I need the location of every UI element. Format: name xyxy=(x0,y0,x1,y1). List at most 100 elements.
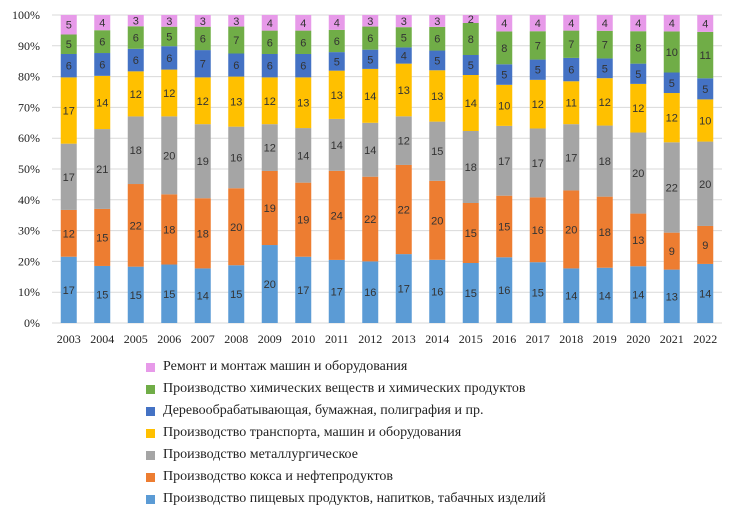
x-tick-label: 2007 xyxy=(191,332,215,346)
segment-value-label: 5 xyxy=(66,20,72,32)
y-tick-label: 40% xyxy=(18,193,40,207)
segment-value-label: 5 xyxy=(166,31,172,43)
segment-value-label: 11 xyxy=(566,98,577,110)
bar-segment xyxy=(194,15,211,27)
segment-value-label: 4 xyxy=(501,18,507,30)
y-tick-label: 70% xyxy=(18,100,40,114)
segment-value-label: 12 xyxy=(632,103,644,115)
segment-value-label: 14 xyxy=(364,91,376,103)
segment-value-label: 15 xyxy=(498,221,510,233)
bar-segment xyxy=(161,69,178,117)
bar-segment xyxy=(261,245,278,323)
bar-segment xyxy=(94,208,111,266)
legend-label: Ремонт и монтаж машин и оборудования xyxy=(163,359,408,374)
bar-segment xyxy=(496,64,513,85)
bar-segment xyxy=(60,256,77,323)
bar-segment xyxy=(630,83,647,133)
segment-value-label: 14 xyxy=(699,288,711,300)
bar-segment xyxy=(663,93,680,143)
segment-value-label: 6 xyxy=(267,61,273,73)
bar-segment xyxy=(529,197,546,263)
legend-label: Производство кокса и нефтепродуктов xyxy=(163,469,394,484)
x-tick-label: 2018 xyxy=(559,332,583,346)
segment-value-label: 14 xyxy=(297,150,309,162)
bar-segment xyxy=(94,15,111,31)
segment-value-label: 12 xyxy=(398,136,410,148)
legend-label: Производство химических веществ и химиче… xyxy=(163,381,526,396)
segment-value-label: 5 xyxy=(401,32,407,44)
segment-value-label: 12 xyxy=(532,99,544,111)
segment-value-label: 5 xyxy=(702,84,708,96)
segment-value-label: 15 xyxy=(465,288,477,300)
bar-segment xyxy=(60,143,77,210)
segment-labels: 1712171765515152114664152218126631518201… xyxy=(63,14,712,303)
bar-segment xyxy=(395,63,412,117)
bar-segment xyxy=(328,70,345,119)
bar-segment xyxy=(328,118,345,171)
legend-item: Производство химических веществ и химиче… xyxy=(146,378,546,400)
bar-segment xyxy=(295,182,312,257)
segment-value-label: 19 xyxy=(297,215,309,227)
legend-label: Производство металлургическое xyxy=(163,447,358,462)
segment-value-label: 12 xyxy=(666,113,678,125)
bar-segment xyxy=(94,30,111,54)
bar-segment xyxy=(261,77,278,125)
segment-value-label: 4 xyxy=(99,18,105,30)
bar-segment xyxy=(328,52,345,71)
bar-segment xyxy=(362,49,379,69)
segment-value-label: 6 xyxy=(434,34,440,46)
segment-value-label: 17 xyxy=(63,106,75,118)
bar-segment xyxy=(261,170,278,246)
segment-value-label: 6 xyxy=(233,60,239,72)
segment-value-label: 6 xyxy=(334,36,340,48)
bar-segment xyxy=(194,77,211,125)
bar-segment xyxy=(127,15,144,27)
segment-value-label: 6 xyxy=(267,37,273,49)
bar-segment xyxy=(563,124,580,191)
bar-segment xyxy=(60,15,77,35)
bar-segment xyxy=(630,15,647,32)
bar-segment xyxy=(529,31,546,60)
segment-value-label: 7 xyxy=(233,35,239,47)
bar-segment xyxy=(663,31,680,73)
segment-value-label: 20 xyxy=(431,215,443,227)
bar-segment xyxy=(127,266,144,323)
bar-segment xyxy=(529,59,546,80)
x-tick-label: 2022 xyxy=(693,332,717,346)
bar-segment xyxy=(697,15,714,32)
bar-segment xyxy=(161,46,178,70)
legend-swatch xyxy=(146,450,155,460)
bar-segment xyxy=(563,268,580,323)
bar-segment xyxy=(529,262,546,323)
x-tick-label: 2016 xyxy=(492,332,516,346)
bar-segment xyxy=(228,188,245,266)
bar-segment xyxy=(596,78,613,126)
legend-swatch xyxy=(146,384,155,394)
segment-value-label: 3 xyxy=(401,16,407,28)
segment-value-label: 15 xyxy=(230,289,242,301)
bar-segment xyxy=(429,15,446,27)
segment-value-label: 5 xyxy=(602,63,608,75)
segment-value-label: 13 xyxy=(632,235,644,247)
segment-value-label: 3 xyxy=(233,16,239,28)
segment-value-label: 15 xyxy=(465,228,477,240)
bar-segment xyxy=(161,116,178,195)
segment-value-label: 21 xyxy=(96,164,108,176)
segment-value-label: 3 xyxy=(434,16,440,28)
segment-value-label: 22 xyxy=(666,182,678,194)
bar-segment xyxy=(127,48,144,72)
segment-value-label: 17 xyxy=(297,285,309,297)
segment-value-label: 3 xyxy=(166,16,172,28)
x-tick-label: 2015 xyxy=(459,332,483,346)
x-tick-label: 2004 xyxy=(90,332,114,346)
bar-segment xyxy=(697,31,714,79)
bar-segment xyxy=(563,190,580,269)
bar-segment xyxy=(496,84,513,126)
segment-value-label: 15 xyxy=(163,289,175,301)
segment-value-label: 15 xyxy=(532,288,544,300)
bar-segment xyxy=(429,259,446,323)
segment-value-label: 6 xyxy=(99,59,105,71)
segment-value-label: 10 xyxy=(498,100,510,112)
segment-value-label: 5 xyxy=(434,55,440,67)
y-tick-label: 80% xyxy=(18,70,40,84)
